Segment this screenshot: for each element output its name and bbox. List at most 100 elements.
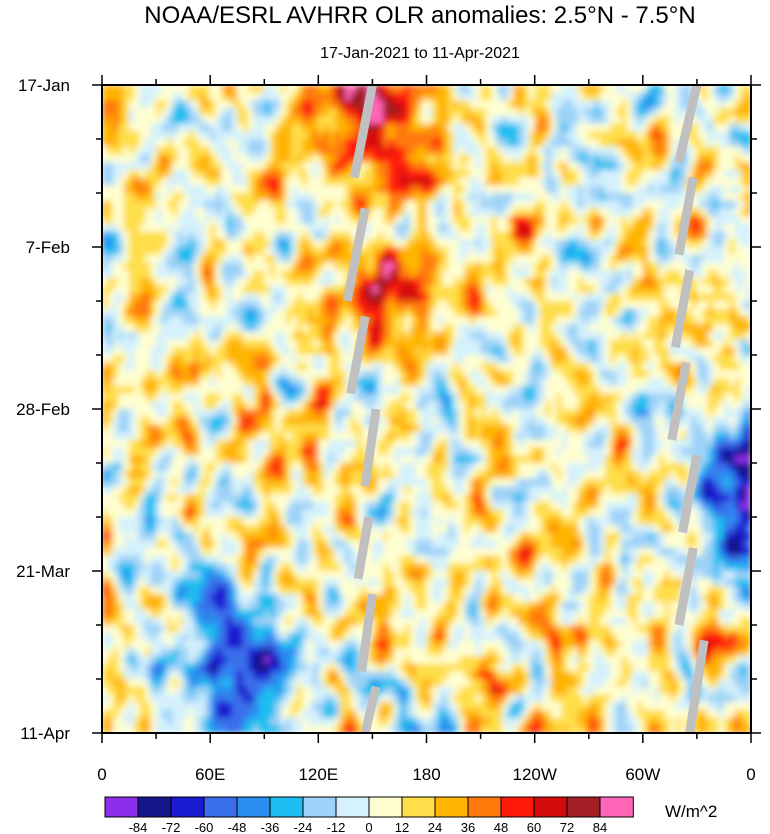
field-cell <box>334 362 341 372</box>
field-cell <box>632 362 639 372</box>
field-cell <box>421 339 428 348</box>
field-cell <box>112 85 119 94</box>
field-cell <box>550 301 557 310</box>
field-cell <box>696 146 703 156</box>
field-cell <box>404 223 411 233</box>
field-cell <box>518 362 525 372</box>
field-cell <box>475 231 482 240</box>
field-cell <box>188 85 195 94</box>
field-cell <box>659 262 666 271</box>
field-cell <box>496 385 503 395</box>
field-cell <box>193 355 200 364</box>
field-cell <box>242 131 249 140</box>
field-cell <box>534 162 541 171</box>
field-cell <box>745 146 751 156</box>
field-cell <box>513 339 520 348</box>
field-cell <box>139 355 146 364</box>
field-cell <box>199 385 206 395</box>
field-cell <box>231 393 238 402</box>
field-cell <box>626 316 633 325</box>
field-cell <box>377 378 384 387</box>
field-cell <box>383 208 390 217</box>
field-cell <box>491 139 498 148</box>
field-cell <box>696 100 703 109</box>
field-cell <box>264 308 271 318</box>
field-cell <box>599 277 606 287</box>
field-cell <box>513 324 520 333</box>
field-cell <box>421 85 428 94</box>
field-cell <box>496 362 503 372</box>
field-cell <box>502 262 509 271</box>
field-cell <box>702 85 709 94</box>
field-cell <box>269 308 276 318</box>
field-cell <box>572 177 579 186</box>
field-cell <box>496 401 503 410</box>
field-cell <box>464 200 471 210</box>
field-cell <box>664 100 671 109</box>
field-cell <box>123 362 130 372</box>
field-cell <box>659 301 666 310</box>
field-cell <box>523 385 530 395</box>
field-cell <box>220 393 227 402</box>
field-cell <box>599 193 606 202</box>
field-cell <box>513 169 520 179</box>
field-cell <box>264 239 271 248</box>
field-cell <box>210 393 217 402</box>
field-cell <box>134 293 141 302</box>
field-cell <box>199 254 206 264</box>
field-cell <box>442 254 449 264</box>
field-cell <box>296 85 303 94</box>
field-cell <box>345 139 352 148</box>
field-cell <box>394 385 401 395</box>
field-cell <box>540 177 547 186</box>
field-cell <box>134 100 141 109</box>
field-cell <box>231 347 238 356</box>
field-cell <box>350 108 357 117</box>
field-cell <box>540 293 547 302</box>
field-cell <box>404 293 411 302</box>
field-cell <box>621 277 628 287</box>
field-cell <box>458 100 465 109</box>
field-cell <box>707 208 714 217</box>
field-cell <box>556 200 563 210</box>
field-cell <box>404 270 411 279</box>
field-cell <box>356 200 363 210</box>
field-cell <box>199 85 206 94</box>
field-cell <box>215 200 222 210</box>
field-cell <box>318 262 325 271</box>
field-cell <box>193 347 200 356</box>
field-cell <box>177 331 184 341</box>
field-cell <box>399 100 406 109</box>
field-cell <box>426 385 433 395</box>
field-cell <box>664 123 671 132</box>
field-cell <box>464 393 471 402</box>
field-cell <box>572 362 579 372</box>
field-cell <box>675 208 682 217</box>
field-cell <box>469 169 476 179</box>
field-cell <box>491 270 498 279</box>
field-cell <box>718 293 725 302</box>
field-cell <box>534 331 541 341</box>
field-cell <box>161 316 168 325</box>
field-cell <box>269 108 276 117</box>
field-cell <box>713 123 720 132</box>
field-cell <box>577 162 584 171</box>
field-cell <box>745 347 751 356</box>
field-cell <box>112 331 119 341</box>
field-cell <box>102 308 109 318</box>
field-cell <box>567 378 574 387</box>
field-cell <box>123 123 130 132</box>
field-cell <box>691 285 698 294</box>
field-cell <box>183 115 190 125</box>
field-cell <box>734 216 741 225</box>
field-cell <box>118 231 125 240</box>
field-cell <box>540 331 547 341</box>
field-cell <box>285 262 292 271</box>
field-cell <box>567 100 574 109</box>
field-cell <box>302 193 309 202</box>
field-cell <box>139 115 146 125</box>
field-cell <box>545 355 552 364</box>
field-cell <box>637 154 644 163</box>
field-cell <box>123 239 130 248</box>
field-cell <box>210 177 217 186</box>
